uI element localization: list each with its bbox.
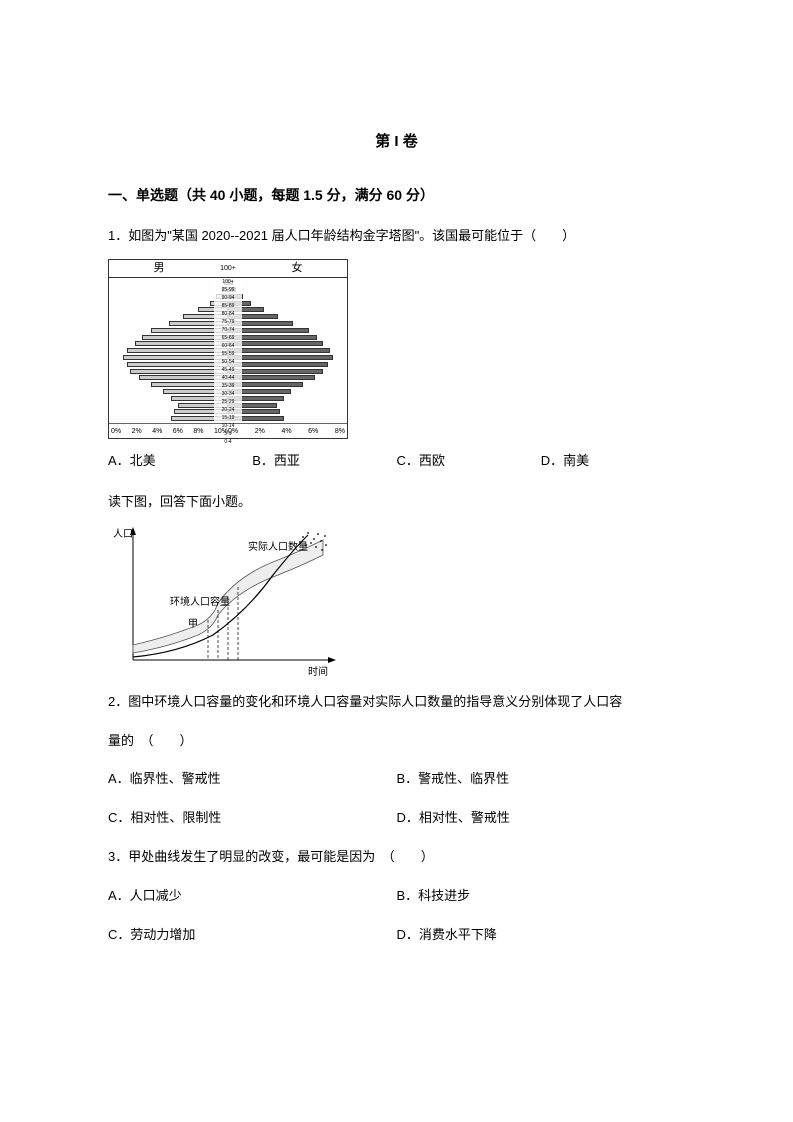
paper-title: 第 I 卷 — [108, 130, 685, 154]
pyramid-chart: 男 100+ 女 100+95-9990-9485-8980-8475-7970… — [108, 259, 348, 439]
pyramid-right-bars — [228, 278, 347, 423]
q1-option-c: C．西欧 — [397, 451, 541, 472]
line-chart: 人口 实际人口数量 环境人口容量 甲 时间 — [108, 525, 348, 680]
q1-options: A．北美 B．西亚 C．西欧 D．南美 — [108, 451, 685, 472]
pyramid-figure: 男 100+ 女 100+95-9990-9485-8980-8475-7970… — [108, 259, 685, 439]
q3-option-c: C．劳动力增加 — [108, 925, 397, 946]
q2-option-b: B．警戒性、临界性 — [397, 769, 686, 790]
line-chart-ylabel: 人口 — [113, 528, 133, 540]
line-chart-xlabel: 时间 — [308, 665, 328, 678]
instruction-q2: 读下图，回答下面小题。 — [108, 492, 685, 513]
line-chart-actual-label: 实际人口数量 — [248, 540, 308, 553]
q2-text-line2: 量的 （ ） — [108, 731, 685, 752]
q2-option-d: D．相对性、警戒性 — [397, 808, 686, 829]
q2-options: A．临界性、警戒性 B．警戒性、临界性 C．相对性、限制性 D．相对性、警戒性 — [108, 769, 685, 847]
pyramid-male-label: 男 — [109, 260, 209, 278]
q2-option-c: C．相对性、限制性 — [108, 808, 397, 829]
line-chart-figure: 人口 实际人口数量 环境人口容量 甲 时间 — [108, 525, 685, 680]
line-chart-capacity-label: 环境人口容量 — [170, 595, 230, 608]
q1-text: 1．如图为"某国 2020--2021 届人口年龄结构金字塔图"。该国最可能位于… — [108, 226, 685, 247]
section-header: 一、单选题（共 40 小题，每题 1.5 分，满分 60 分） — [108, 184, 685, 206]
pyramid-age-labels: 100+95-9990-9485-8980-8475-7970-7465-696… — [214, 278, 242, 423]
q3-options: A．人口减少 B．科技进步 C．劳动力增加 D．消费水平下降 — [108, 886, 685, 964]
q3-text: 3．甲处曲线发生了明显的改变，最可能是因为 （ ） — [108, 847, 685, 868]
pyramid-age-top: 100+ — [209, 263, 247, 274]
pyramid-left-bars — [109, 278, 228, 423]
q3-option-d: D．消费水平下降 — [397, 925, 686, 946]
q2-text-line1: 2．图中环境人口容量的变化和环境人口容量对实际人口数量的指导意义分别体现了人口容 — [108, 692, 685, 713]
q1-option-a: A．北美 — [108, 451, 252, 472]
pyramid-female-label: 女 — [247, 260, 347, 278]
q3-option-a: A．人口减少 — [108, 886, 397, 907]
line-chart-jia-label: 甲 — [188, 619, 198, 630]
q1-option-b: B．西亚 — [252, 451, 396, 472]
q3-option-b: B．科技进步 — [397, 886, 686, 907]
q1-option-d: D．南美 — [541, 451, 685, 472]
q2-option-a: A．临界性、警戒性 — [108, 769, 397, 790]
